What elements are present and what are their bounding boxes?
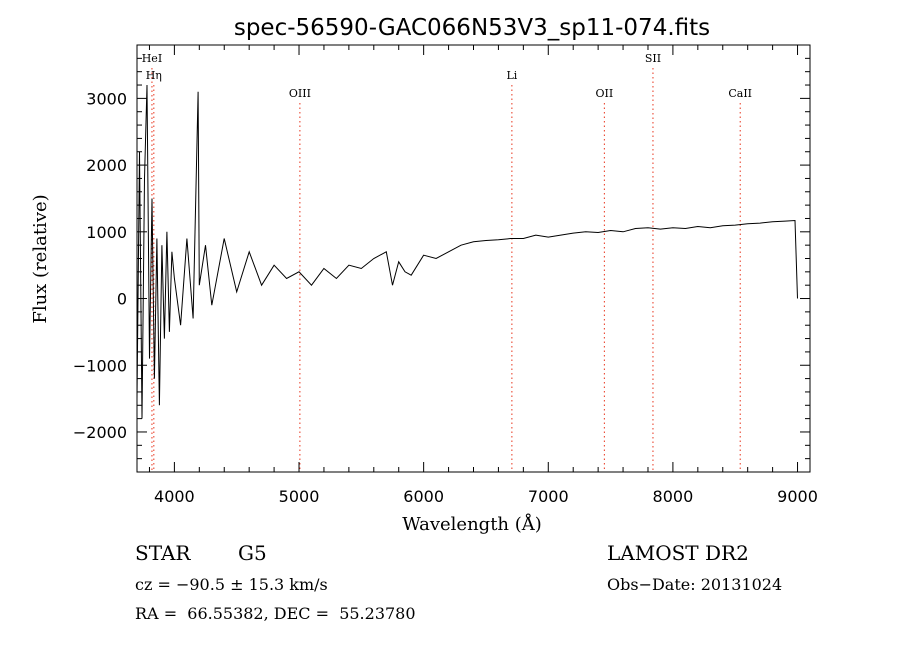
- plot-frame: [136, 44, 811, 473]
- y-tick-label: −2000: [73, 423, 127, 442]
- survey-label: LAMOST DR2: [607, 541, 749, 565]
- line-marker-label: HeI: [142, 52, 162, 65]
- y-tick-label: −1000: [73, 356, 127, 375]
- spectrum-line: [136, 84, 798, 419]
- y-tick-label: 0: [117, 290, 127, 309]
- y-tick-label: 3000: [86, 89, 127, 108]
- line-marker-label: Li: [506, 69, 517, 82]
- x-tick-label: 7000: [528, 487, 569, 506]
- line-marker-label: OII: [596, 87, 614, 100]
- x-tick-label: 5000: [279, 487, 320, 506]
- y-tick-label: 2000: [86, 156, 127, 175]
- y-axis-label: Flux (relative): [30, 194, 51, 323]
- line-marker-label: CaII: [728, 87, 752, 100]
- y-tick-label: 1000: [86, 223, 127, 242]
- x-tick-label: 6000: [403, 487, 444, 506]
- obs-date: Obs−Date: 20131024: [607, 575, 783, 594]
- x-axis-label: Wavelength (Å): [402, 513, 542, 535]
- x-tick-label: 4000: [154, 487, 195, 506]
- subclass-label: G5: [238, 541, 267, 565]
- class-label: STAR: [135, 541, 191, 565]
- chart-title: spec-56590-GAC066N53V3_sp11-074.fits: [234, 15, 710, 41]
- x-axis-ticks: 4000 5000 6000 7000 8000 9000: [148, 45, 818, 506]
- coords-readout: RA = 66.55382, DEC = 55.23780: [135, 604, 416, 623]
- y-axis-ticks: −2000 −1000 0 1000 2000 3000: [73, 57, 810, 460]
- x-tick-label: 9000: [777, 487, 818, 506]
- cz-readout: cz = −90.5 ± 15.3 km/s: [135, 575, 328, 594]
- x-tick-label: 8000: [653, 487, 694, 506]
- line-marker-label: SII: [645, 52, 661, 65]
- line-marker-label: OIII: [289, 87, 311, 100]
- line-markers: HeI Hη OIII Li OII SII CaII: [142, 52, 752, 472]
- line-marker-label: Hη: [146, 69, 162, 82]
